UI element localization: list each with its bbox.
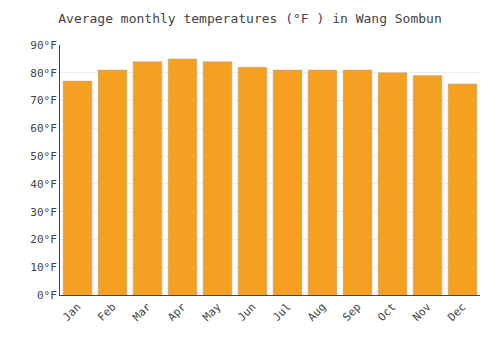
svg-text:Dec: Dec (445, 301, 468, 324)
svg-text:Average monthly temperatures (: Average monthly temperatures (°F ) in Wa… (58, 11, 442, 26)
svg-text:20°F: 20°F (30, 233, 57, 246)
svg-text:Nov: Nov (410, 300, 434, 324)
svg-text:50°F: 50°F (30, 150, 57, 163)
svg-text:70°F: 70°F (30, 94, 57, 107)
svg-text:Aug: Aug (305, 301, 328, 324)
svg-text:0°F: 0°F (37, 289, 57, 302)
svg-text:60°F: 60°F (30, 122, 57, 135)
svg-text:40°F: 40°F (30, 178, 57, 191)
svg-text:30°F: 30°F (30, 206, 57, 219)
svg-text:Mar: Mar (130, 300, 154, 324)
svg-text:Oct: Oct (375, 301, 398, 324)
svg-text:10°F: 10°F (30, 261, 57, 274)
svg-text:Jul: Jul (270, 301, 293, 324)
svg-text:Feb: Feb (95, 301, 118, 324)
svg-text:Sep: Sep (340, 301, 363, 324)
svg-text:Jan: Jan (60, 301, 83, 324)
svg-text:May: May (200, 300, 224, 324)
svg-text:90°F: 90°F (30, 39, 57, 52)
svg-text:Apr: Apr (165, 300, 189, 324)
svg-text:80°F: 80°F (30, 67, 57, 80)
svg-text:Jun: Jun (235, 301, 258, 324)
